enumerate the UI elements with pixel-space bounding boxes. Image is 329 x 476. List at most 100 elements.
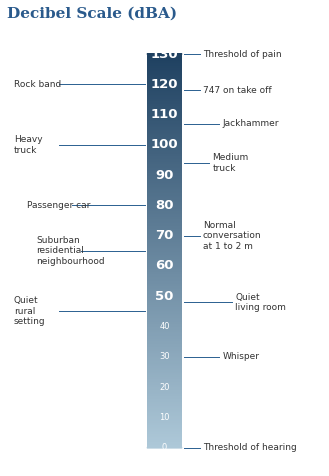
Bar xyxy=(147,96,182,97)
Bar xyxy=(147,236,182,238)
Bar xyxy=(147,235,182,237)
Bar xyxy=(147,157,182,159)
Bar xyxy=(147,329,182,331)
Bar xyxy=(147,299,182,301)
Bar xyxy=(147,431,182,433)
Bar xyxy=(147,178,182,180)
Bar xyxy=(147,407,182,408)
Bar xyxy=(147,278,182,280)
Bar xyxy=(147,442,182,444)
Bar xyxy=(147,294,182,296)
Bar xyxy=(147,127,182,129)
Bar xyxy=(147,155,182,156)
Bar xyxy=(147,245,182,247)
Bar xyxy=(147,316,182,317)
Bar xyxy=(147,301,182,303)
Bar xyxy=(147,403,182,404)
Bar xyxy=(147,237,182,239)
Bar xyxy=(147,282,182,284)
Bar xyxy=(147,82,182,84)
Bar xyxy=(147,324,182,326)
Bar xyxy=(147,98,182,100)
Bar xyxy=(147,228,182,230)
Bar xyxy=(147,161,182,163)
Bar xyxy=(147,398,182,400)
Bar xyxy=(147,80,182,81)
Bar xyxy=(147,110,182,112)
Bar xyxy=(147,288,182,290)
Bar xyxy=(147,426,182,428)
Bar xyxy=(147,123,182,125)
Bar xyxy=(147,365,182,366)
Bar xyxy=(147,401,182,403)
Bar xyxy=(147,210,182,211)
Bar xyxy=(147,408,182,409)
Bar xyxy=(147,405,182,407)
Bar xyxy=(147,275,182,277)
Bar xyxy=(147,226,182,227)
Bar xyxy=(147,370,182,371)
Bar xyxy=(147,318,182,320)
Bar xyxy=(147,219,182,221)
Bar xyxy=(147,129,182,131)
Text: 130: 130 xyxy=(151,48,178,60)
Bar xyxy=(147,139,182,140)
Bar xyxy=(147,404,182,406)
Bar xyxy=(147,198,182,199)
Bar xyxy=(147,257,182,258)
Bar xyxy=(147,372,182,374)
Bar xyxy=(147,409,182,411)
Bar xyxy=(147,332,182,334)
Bar xyxy=(147,252,182,253)
Bar xyxy=(147,118,182,119)
Bar xyxy=(147,204,182,206)
Bar xyxy=(147,439,182,441)
Bar xyxy=(147,117,182,119)
Text: 10: 10 xyxy=(159,413,170,422)
Bar xyxy=(147,357,182,358)
Bar xyxy=(147,70,182,72)
Bar xyxy=(147,395,182,397)
Bar xyxy=(147,168,182,169)
Text: 80: 80 xyxy=(155,199,174,212)
Bar xyxy=(147,277,182,278)
Bar xyxy=(147,362,182,364)
Bar xyxy=(147,433,182,435)
Bar xyxy=(147,186,182,188)
Text: Heavy
truck: Heavy truck xyxy=(14,135,42,155)
Bar xyxy=(147,416,182,417)
Bar xyxy=(147,141,182,143)
Bar xyxy=(147,60,182,62)
Bar xyxy=(147,445,182,446)
Bar xyxy=(147,336,182,337)
Bar xyxy=(147,129,182,130)
Bar xyxy=(147,337,182,339)
Bar xyxy=(147,159,182,160)
Bar xyxy=(147,315,182,317)
Bar xyxy=(147,147,182,149)
Bar xyxy=(147,446,182,447)
Bar xyxy=(147,386,182,387)
Text: Passenger car: Passenger car xyxy=(27,201,90,210)
Bar xyxy=(147,183,182,185)
Bar xyxy=(147,215,182,217)
Bar xyxy=(147,211,182,213)
Bar xyxy=(147,295,182,297)
Bar xyxy=(147,143,182,145)
Bar xyxy=(147,231,182,232)
Bar xyxy=(147,59,182,60)
Bar xyxy=(147,55,182,57)
Bar xyxy=(147,240,182,242)
Bar xyxy=(147,311,182,312)
Bar xyxy=(147,227,182,228)
Bar xyxy=(147,115,182,117)
Bar xyxy=(147,285,182,286)
Bar xyxy=(147,102,182,104)
Bar xyxy=(147,64,182,66)
Bar xyxy=(147,392,182,394)
Bar xyxy=(147,283,182,285)
Bar xyxy=(147,194,182,196)
Bar xyxy=(147,262,182,264)
Bar xyxy=(147,368,182,370)
Bar xyxy=(147,308,182,310)
